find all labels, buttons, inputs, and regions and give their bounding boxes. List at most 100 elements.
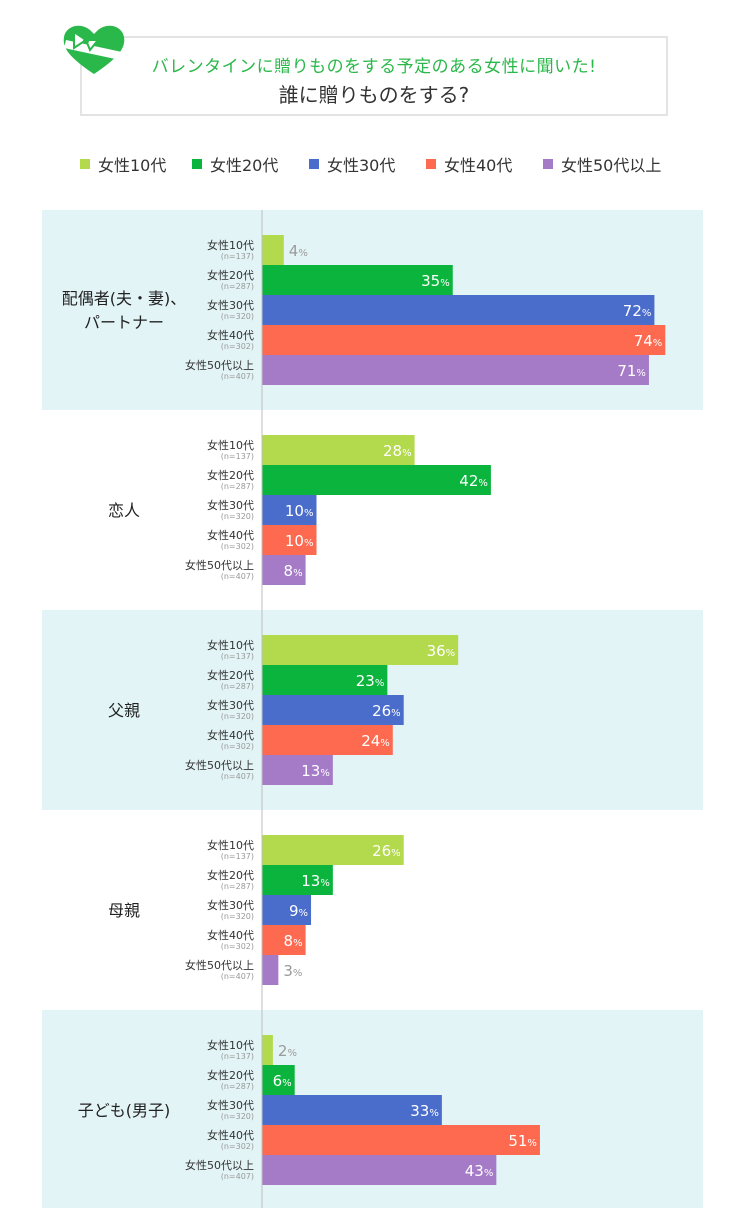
sample-size-label: (n=287) bbox=[221, 282, 254, 291]
category-label: 恋人 bbox=[108, 501, 140, 520]
chart-subtitle: バレンタインに贈りものをする予定のある女性に聞いた! bbox=[151, 57, 597, 77]
value-unit: % bbox=[636, 368, 646, 379]
series-label: 女性20代 bbox=[207, 468, 254, 482]
bar bbox=[262, 1155, 497, 1185]
bar bbox=[262, 865, 333, 895]
title-box: バレンタインに贈りものをする予定のある女性に聞いた! 誰に贈りものをする? bbox=[80, 36, 668, 116]
sample-size-label: (n=320) bbox=[221, 712, 254, 721]
legend-swatch bbox=[543, 159, 553, 169]
sample-size-label: (n=137) bbox=[221, 1052, 254, 1061]
value-unit: % bbox=[478, 478, 488, 489]
series-label: 女性50代以上 bbox=[185, 358, 254, 372]
category-label: パートナー bbox=[84, 313, 164, 332]
value-unit: % bbox=[653, 338, 663, 349]
series-label: 女性40代 bbox=[207, 1128, 254, 1142]
series-label: 女性40代 bbox=[207, 528, 254, 542]
series-label: 女性30代 bbox=[207, 698, 254, 712]
bar bbox=[262, 1035, 273, 1065]
legend-label: 女性20代 bbox=[210, 156, 279, 175]
bar bbox=[262, 665, 388, 695]
bar bbox=[262, 235, 284, 265]
bar bbox=[262, 355, 649, 385]
legend: 女性10代 女性20代 女性30代 女性40代 女性50代以上 bbox=[0, 152, 750, 176]
legend-label: 女性50代以上 bbox=[561, 156, 662, 175]
series-label: 女性10代 bbox=[207, 238, 254, 252]
bar bbox=[262, 755, 333, 785]
series-label: 女性40代 bbox=[207, 728, 254, 742]
value-unit: % bbox=[320, 878, 330, 889]
bar bbox=[262, 955, 279, 985]
sample-size-label: (n=320) bbox=[221, 512, 254, 521]
series-label: 女性50代以上 bbox=[185, 558, 254, 572]
sample-size-label: (n=302) bbox=[221, 342, 254, 351]
bar bbox=[262, 435, 415, 465]
value-unit: % bbox=[402, 448, 412, 459]
value-unit: % bbox=[484, 1168, 494, 1179]
sample-size-label: (n=302) bbox=[221, 742, 254, 751]
sample-size-label: (n=137) bbox=[221, 852, 254, 861]
value-unit: % bbox=[429, 1108, 439, 1119]
series-label: 女性40代 bbox=[207, 928, 254, 942]
legend-item: 女性10代 bbox=[80, 152, 166, 176]
bar bbox=[262, 295, 655, 325]
series-label: 女性50代以上 bbox=[185, 758, 254, 772]
series-label: 女性40代 bbox=[207, 328, 254, 342]
series-label: 女性10代 bbox=[207, 838, 254, 852]
category-label: 配偶者(夫・妻)、 bbox=[62, 289, 187, 308]
legend-item: 女性40代 bbox=[426, 152, 512, 176]
sample-size-label: (n=407) bbox=[221, 1172, 254, 1181]
series-label: 女性20代 bbox=[207, 268, 254, 282]
bar bbox=[262, 525, 317, 555]
sample-size-label: (n=287) bbox=[221, 482, 254, 491]
bar bbox=[262, 265, 453, 295]
series-label: 女性20代 bbox=[207, 868, 254, 882]
sample-size-label: (n=407) bbox=[221, 972, 254, 981]
bar bbox=[262, 635, 459, 665]
sample-size-label: (n=137) bbox=[221, 452, 254, 461]
sample-size-label: (n=137) bbox=[221, 252, 254, 261]
sample-size-label: (n=407) bbox=[221, 372, 254, 381]
sample-size-label: (n=302) bbox=[221, 542, 254, 551]
bar bbox=[262, 895, 312, 925]
legend-swatch bbox=[192, 159, 202, 169]
category-label: 子ども(男子) bbox=[78, 1101, 171, 1120]
legend-label: 女性40代 bbox=[444, 156, 513, 175]
category-label: 父親 bbox=[108, 701, 140, 720]
sample-size-label: (n=287) bbox=[221, 1082, 254, 1091]
bar bbox=[262, 1095, 442, 1125]
heart-ribbon-icon bbox=[63, 25, 125, 74]
bar bbox=[262, 555, 306, 585]
legend-label: 女性10代 bbox=[98, 156, 167, 175]
value-unit: % bbox=[298, 248, 308, 259]
series-label: 女性10代 bbox=[207, 1038, 254, 1052]
value-unit: % bbox=[642, 308, 652, 319]
sample-size-label: (n=137) bbox=[221, 652, 254, 661]
bar bbox=[262, 725, 393, 755]
value-unit: % bbox=[299, 908, 309, 919]
value-unit: % bbox=[375, 678, 385, 689]
series-label: 女性50代以上 bbox=[185, 1158, 254, 1172]
bar bbox=[262, 1065, 295, 1095]
bar bbox=[262, 325, 666, 355]
bar bbox=[262, 835, 404, 865]
series-label: 女性30代 bbox=[207, 898, 254, 912]
value-unit: % bbox=[287, 1048, 297, 1059]
bar bbox=[262, 465, 491, 495]
series-label: 女性30代 bbox=[207, 1098, 254, 1112]
sample-size-label: (n=320) bbox=[221, 312, 254, 321]
bar bbox=[262, 1125, 540, 1155]
series-label: 女性20代 bbox=[207, 1068, 254, 1082]
sample-size-label: (n=320) bbox=[221, 1112, 254, 1121]
bar bbox=[262, 925, 306, 955]
legend-item: 女性50代以上 bbox=[543, 152, 661, 176]
value-unit: % bbox=[527, 1138, 537, 1149]
bars bbox=[261, 210, 666, 1208]
value-unit: % bbox=[391, 708, 401, 719]
sample-size-label: (n=407) bbox=[221, 572, 254, 581]
sample-size-label: (n=302) bbox=[221, 942, 254, 951]
value-unit: % bbox=[293, 968, 303, 979]
legend-label: 女性30代 bbox=[327, 156, 396, 175]
value-unit: % bbox=[282, 1078, 292, 1089]
value-unit: % bbox=[320, 768, 330, 779]
